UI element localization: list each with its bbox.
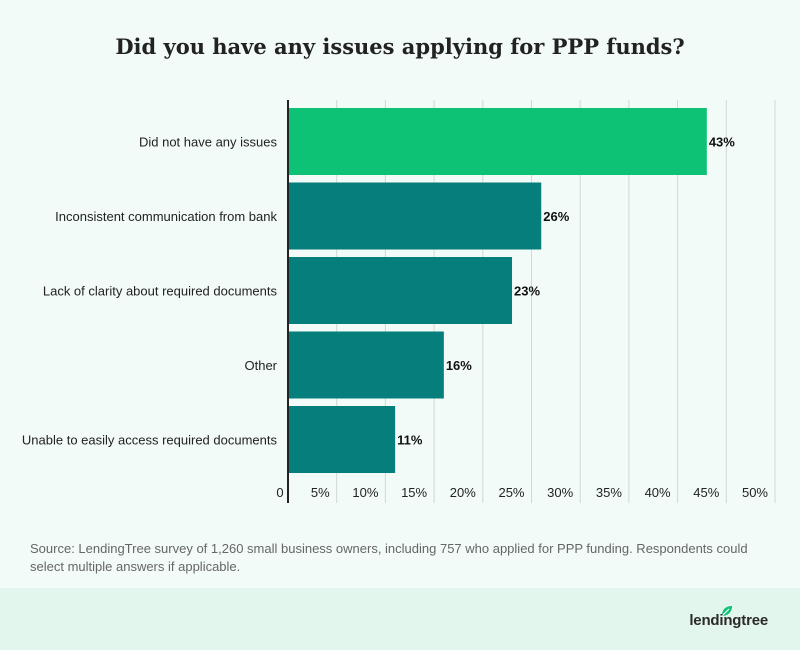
bar-chart: 43% Did not have any issues 26% Inconsisten… bbox=[22, 100, 776, 503]
x-tick-label: 0 bbox=[276, 485, 283, 500]
category-label: Lack of clarity about required documents bbox=[43, 284, 278, 299]
leaf-icon bbox=[721, 606, 732, 617]
x-tick-label: 10% bbox=[352, 485, 378, 500]
x-tick-label: 30% bbox=[547, 485, 573, 500]
value-label: 26% bbox=[543, 209, 569, 224]
category-label: Other bbox=[244, 358, 277, 373]
x-tick-label: 45% bbox=[693, 485, 719, 500]
value-label: 43% bbox=[709, 135, 735, 150]
x-tick-label: 40% bbox=[645, 485, 671, 500]
category-label: Did not have any issues bbox=[139, 135, 278, 150]
x-tick-label: 15% bbox=[401, 485, 427, 500]
value-label: 23% bbox=[514, 284, 540, 299]
bar bbox=[288, 406, 396, 473]
x-tick-label: 35% bbox=[596, 485, 622, 500]
footer-band bbox=[0, 588, 800, 650]
source-note: Source: LendingTree survey of 1,260 smal… bbox=[30, 541, 748, 574]
x-tick-labels: 0 5% 10% 15% 20% 25% 30% 35% 40% 45% 50% bbox=[276, 485, 768, 500]
bar bbox=[288, 331, 444, 399]
bar bbox=[288, 257, 513, 324]
category-label: Unable to easily access required documen… bbox=[22, 433, 278, 448]
value-label: 11% bbox=[397, 433, 423, 448]
x-tick-label: 25% bbox=[498, 485, 524, 500]
category-label: Inconsistent communication from bank bbox=[55, 209, 277, 224]
chart-title: Did you have any issues applying for PPP… bbox=[115, 34, 685, 59]
bar bbox=[288, 108, 707, 175]
value-label: 16% bbox=[446, 358, 472, 373]
x-tick-label: 5% bbox=[311, 485, 330, 500]
bars bbox=[288, 108, 707, 473]
bar bbox=[288, 182, 542, 250]
brand-logo: lendingtree bbox=[689, 612, 768, 629]
x-tick-label: 50% bbox=[742, 485, 768, 500]
category-labels: 43% Did not have any issues 26% Inconsisten… bbox=[22, 135, 735, 448]
x-tick-label: 20% bbox=[450, 485, 476, 500]
